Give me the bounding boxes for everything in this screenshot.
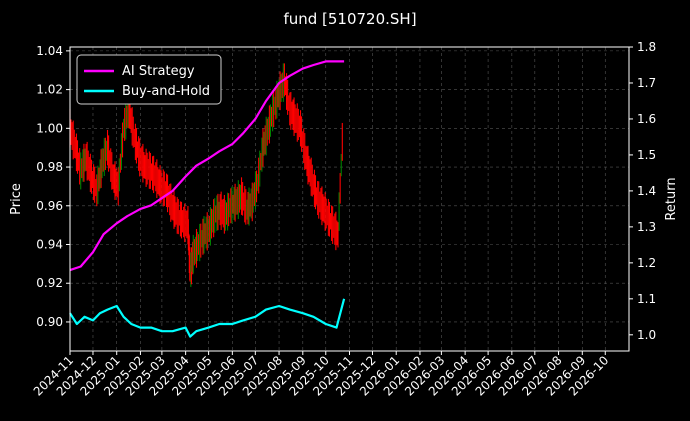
legend-ai-label: AI Strategy [122, 64, 195, 79]
y-tick-label-right: 1.6 [637, 112, 656, 126]
y-tick-label-right: 1.0 [637, 328, 656, 342]
chart-title: fund [510720.SH] [283, 10, 416, 28]
buy-and-hold-line [69, 298, 346, 338]
y-tick-label-left: 1.02 [36, 83, 63, 97]
y-tick-label-right: 1.7 [637, 76, 656, 90]
y-tick-label-left: 0.96 [36, 199, 63, 213]
strategy-lines [69, 60, 346, 338]
y-tick-label-right: 1.2 [637, 256, 656, 270]
price-series [69, 63, 343, 287]
y-tick-label-left: 0.90 [36, 315, 63, 329]
legend-bh-label: Buy-and-Hold [122, 84, 210, 99]
y-tick-label-right: 1.1 [637, 292, 656, 306]
y-tick-label-left: 0.94 [36, 238, 63, 252]
y-axis-label-left: Price [9, 183, 24, 215]
y-tick-label-left: 0.98 [36, 160, 63, 174]
y-axis-label-right: Return [664, 177, 679, 220]
legend: AI Strategy Buy-and-Hold [76, 54, 222, 105]
y-tick-label-right: 1.5 [637, 148, 656, 162]
y-tick-label-left: 0.92 [36, 276, 63, 290]
y-tick-label-right: 1.8 [637, 40, 656, 54]
y-tick-label-left: 1.00 [36, 121, 63, 135]
ai-strategy-line [69, 60, 345, 272]
y-tick-label-left: 1.04 [36, 44, 63, 58]
y-tick-label-right: 1.3 [637, 220, 656, 234]
y-tick-label-right: 1.4 [637, 184, 656, 198]
